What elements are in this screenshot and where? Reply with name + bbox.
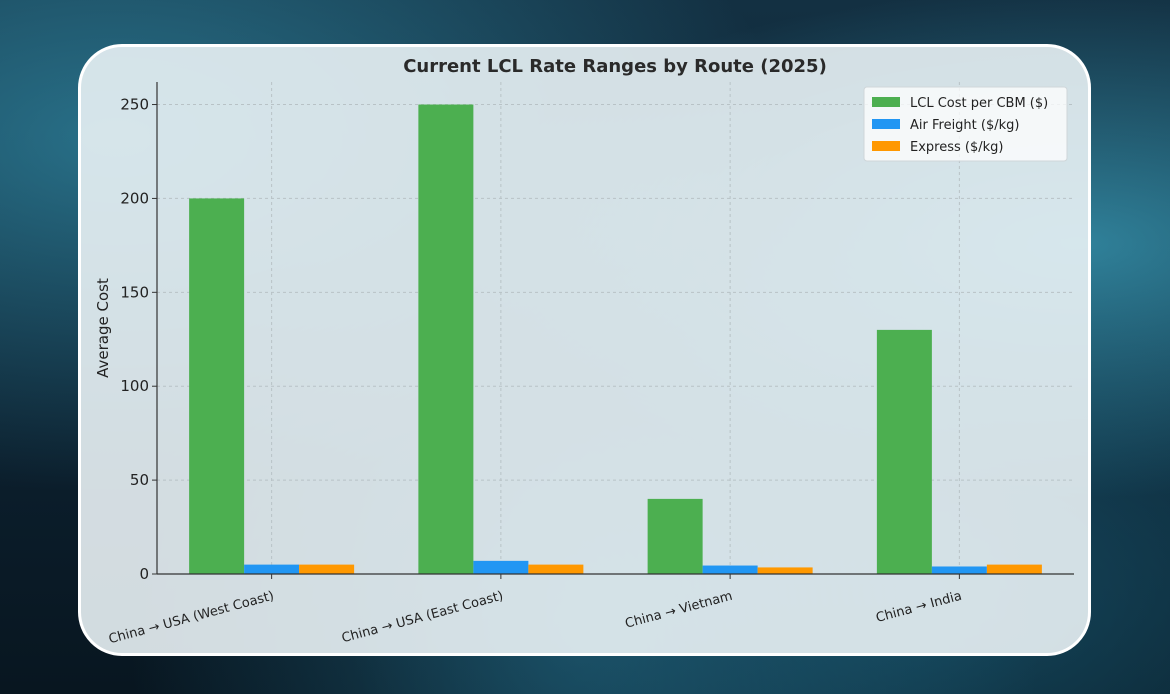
bar-air	[473, 560, 529, 574]
legend-label: LCL Cost per CBM ($)	[910, 96, 1048, 111]
bar-air	[702, 565, 758, 574]
legend-swatch	[872, 119, 900, 129]
bar-lcl	[418, 104, 474, 574]
chart-title: Current LCL Rate Ranges by Route (2025)	[403, 56, 827, 77]
grid-lines	[157, 82, 1074, 574]
legend-label: Air Freight ($/kg)	[910, 118, 1019, 133]
x-tick-label: China → USA (East Coast)	[340, 589, 505, 647]
y-tick-label: 250	[120, 96, 149, 114]
y-tick-labels: 0 50 100 150 200 250	[120, 96, 149, 583]
y-tick-label: 100	[120, 377, 149, 395]
legend-box	[863, 86, 1068, 162]
legend-label: Express ($/kg)	[910, 140, 1003, 155]
y-tick-label: 150	[120, 283, 149, 301]
x-tick-label: China → USA (West Coast)	[107, 589, 276, 648]
legend-swatch	[872, 141, 900, 151]
x-tick-labels: China → USA (West Coast) China → USA (Eas…	[107, 589, 963, 648]
bar-lcl	[189, 198, 245, 574]
bar-air	[931, 566, 987, 574]
bar-express	[528, 564, 584, 574]
bar-express	[299, 564, 355, 574]
bars	[189, 104, 1042, 574]
y-tick-label: 0	[139, 565, 149, 583]
bar-lcl	[876, 329, 932, 574]
x-tick-label: China → Vietnam	[624, 589, 735, 632]
bar-express	[986, 564, 1042, 574]
y-tick-label: 50	[130, 471, 149, 489]
legend-swatch	[872, 97, 900, 107]
y-axis-label: Average Cost	[94, 278, 112, 378]
bar-lcl	[647, 498, 703, 574]
bar-air	[244, 564, 300, 574]
y-tick-label: 200	[120, 189, 149, 207]
x-tick-label: China → India	[874, 589, 963, 626]
legend: LCL Cost per CBM ($) Air Freight ($/kg) Ex…	[863, 86, 1068, 162]
bar-express	[757, 567, 813, 574]
axes	[152, 82, 1074, 579]
